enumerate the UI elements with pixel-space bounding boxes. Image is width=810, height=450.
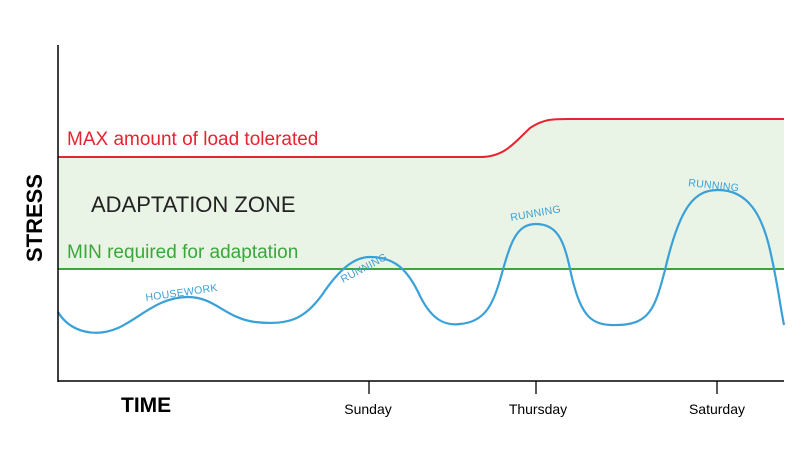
day-label-saturday: Saturday [689,401,745,417]
adaptation-zone-fill [58,118,784,269]
max-line-label: MAX amount of load tolerated [67,129,318,150]
x-axis-label: TIME [121,394,171,417]
day-label-sunday: Sunday [344,401,391,417]
stress-curve [57,188,786,334]
max-load-line [58,117,784,158]
min-line-label: MIN required for adaptation [67,242,298,263]
day-label-thursday: Thursday [509,401,567,417]
zone-label: ADAPTATION ZONE [91,192,296,217]
activity-label-running-saturday: RUNNING [688,177,740,194]
y-axis-label: STRESS [22,174,47,262]
